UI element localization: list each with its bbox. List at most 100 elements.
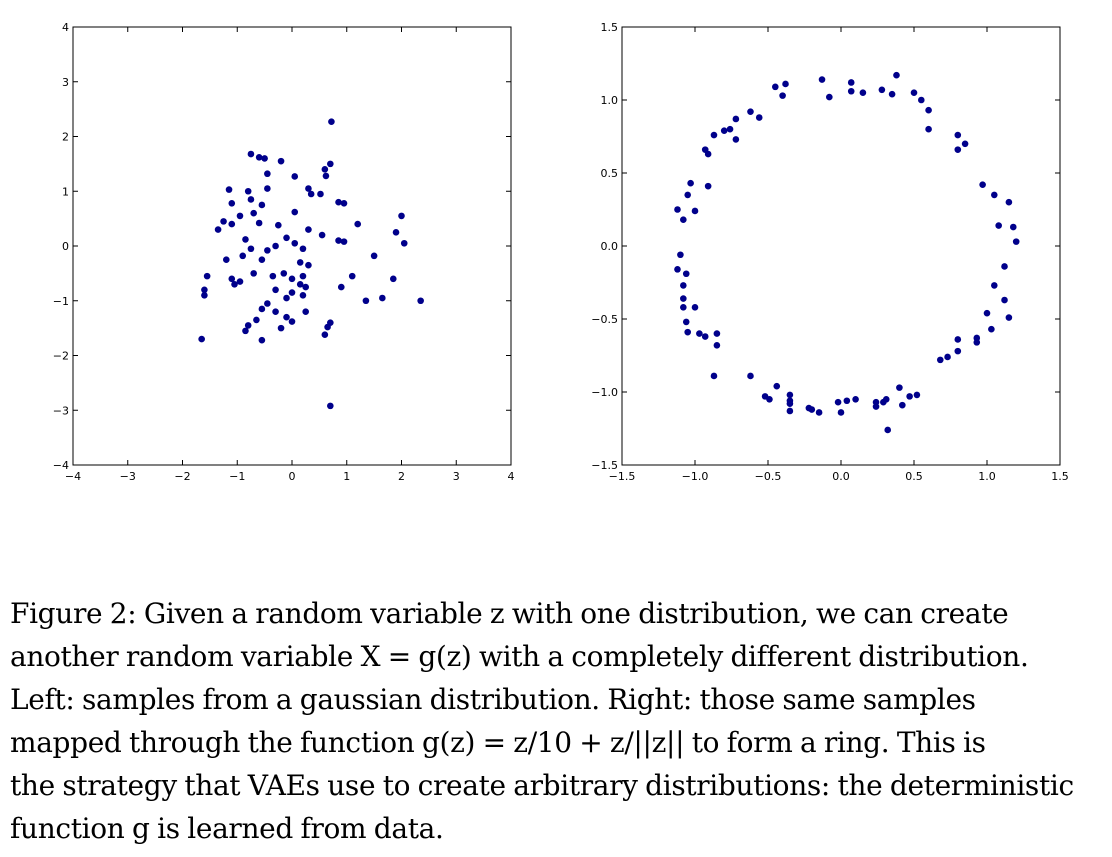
right-data-point <box>847 87 855 95</box>
right-data-point <box>988 325 995 333</box>
left-data-point <box>203 272 211 280</box>
left-data-point <box>288 289 296 296</box>
left-data-point <box>283 294 290 302</box>
right-data-point <box>701 333 709 340</box>
right-data-point <box>910 89 918 96</box>
left-data-point <box>296 281 304 288</box>
right-data-point <box>786 407 794 415</box>
left-y-tick-label: −4 <box>53 459 69 472</box>
left-data-point <box>250 270 257 277</box>
right-data-point <box>680 295 687 302</box>
right-data-point <box>680 216 687 224</box>
right-data-point <box>843 397 851 405</box>
right-data-point <box>936 356 944 364</box>
left-data-point <box>400 239 408 247</box>
left-x-tick-label: 3 <box>453 470 460 483</box>
right-data-point <box>979 181 986 188</box>
left-data-point <box>269 272 277 280</box>
left-data-point <box>322 172 330 180</box>
right-x-tick-label: 0.5 <box>905 470 923 483</box>
left-data-point <box>277 157 285 165</box>
right-y-tick-label: 1.5 <box>601 21 619 34</box>
right-data-point <box>896 384 903 391</box>
left-y-tick-label: 2 <box>62 131 69 144</box>
right-data-point <box>852 396 859 403</box>
right-data-point <box>772 83 779 91</box>
right-data-point <box>899 401 906 409</box>
right-data-point <box>884 426 892 434</box>
left-data-point <box>272 242 279 250</box>
right-data-point <box>925 125 932 133</box>
left-data-point <box>228 220 236 228</box>
left-data-point <box>225 186 233 193</box>
left-data-point <box>264 170 271 178</box>
right-data-point <box>954 131 962 139</box>
left-data-point <box>247 150 255 158</box>
left-data-point <box>244 187 252 195</box>
left-data-point <box>228 275 236 283</box>
caption-line: mapped through the function g(z) = z/10 … <box>10 726 986 759</box>
left-data-point <box>258 256 266 263</box>
right-data-point <box>747 372 754 380</box>
left-data-point <box>250 209 257 217</box>
right-data-point <box>710 372 718 380</box>
right-data-point <box>1012 238 1020 245</box>
left-x-tick-label: −3 <box>120 470 136 483</box>
right-data-point <box>755 114 763 121</box>
right-data-point <box>906 393 913 400</box>
right-data-point <box>913 391 921 399</box>
right-data-point <box>888 90 896 98</box>
right-x-tick-label: −1.0 <box>682 470 709 483</box>
right-data-point <box>954 146 962 153</box>
left-data-point <box>264 300 271 307</box>
right-data-point <box>826 93 833 101</box>
left-data-point <box>305 261 312 269</box>
right-data-point <box>918 96 925 104</box>
right-data-point <box>747 108 754 115</box>
left-y-tick-label: −1 <box>53 295 69 308</box>
right-data-point <box>704 150 712 158</box>
right-data-point <box>859 89 867 96</box>
right-data-point <box>983 309 991 317</box>
right-data-point <box>878 86 886 94</box>
right-data-point <box>786 400 794 407</box>
left-data-point <box>247 245 255 253</box>
left-data-point <box>247 196 255 203</box>
right-data-point <box>880 398 887 406</box>
right-plot-frame <box>621 26 1061 466</box>
right-y-tick-label: −1.0 <box>591 386 618 399</box>
left-y-tick-label: 4 <box>62 21 69 34</box>
right-data-point <box>786 391 794 399</box>
left-data-point <box>370 252 378 260</box>
left-data-point <box>288 318 296 325</box>
left-plot-frame <box>72 26 512 466</box>
right-y-tick-label: 1.0 <box>601 94 619 107</box>
left-data-point <box>302 308 309 316</box>
left-data-point <box>305 226 312 233</box>
right-data-point <box>834 398 842 406</box>
left-data-point <box>220 218 227 225</box>
left-data-point <box>280 270 288 277</box>
right-x-tick-label: 1.5 <box>1051 470 1069 483</box>
left-data-point <box>283 313 290 321</box>
right-data-point <box>674 206 681 213</box>
left-data-point <box>258 305 266 313</box>
left-data-point <box>275 221 282 229</box>
left-data-point <box>328 118 335 126</box>
right-data-point <box>818 76 826 83</box>
right-data-point <box>1005 198 1013 206</box>
caption-line: Figure 2: Given a random variable z with… <box>10 597 1009 630</box>
right-data-point <box>710 131 718 139</box>
left-data-point <box>340 199 348 207</box>
right-data-point <box>1001 296 1008 304</box>
left-data-point <box>302 283 309 291</box>
left-data-point <box>340 238 348 245</box>
right-data-point <box>713 330 721 337</box>
left-data-point <box>255 219 263 227</box>
left-data-point <box>417 297 424 305</box>
left-data-point <box>291 208 299 216</box>
left-data-point <box>236 278 244 285</box>
right-data-point <box>677 251 684 259</box>
left-data-point <box>321 331 329 338</box>
left-data-point <box>398 212 405 220</box>
